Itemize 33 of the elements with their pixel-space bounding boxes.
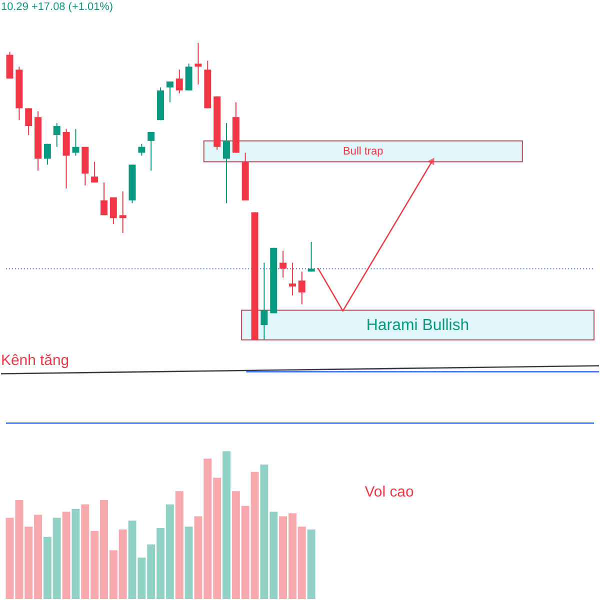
candlestick xyxy=(110,196,117,225)
bar xyxy=(184,526,193,600)
candlestick xyxy=(91,161,98,183)
candlestick xyxy=(298,271,306,305)
candlestick xyxy=(194,42,202,85)
candlestick xyxy=(176,69,183,94)
candlestick xyxy=(280,250,287,278)
candlestick xyxy=(185,63,192,91)
band-label: Harami Bullish xyxy=(366,317,470,334)
candlestick xyxy=(6,51,14,80)
candlestick xyxy=(166,80,174,103)
bar xyxy=(72,508,80,600)
candlestick xyxy=(288,262,296,296)
candlestick xyxy=(100,182,108,216)
text: Kênh tăng xyxy=(0,352,70,369)
text: Vol cao xyxy=(364,483,414,500)
candlestick xyxy=(308,241,315,272)
candlestick xyxy=(148,131,155,172)
candlestick xyxy=(53,122,60,148)
candlestick xyxy=(119,190,126,234)
candlestick xyxy=(138,143,146,156)
bar xyxy=(175,491,184,600)
bar xyxy=(307,530,316,600)
text: 10.29 +17.08 (+1.01%) xyxy=(0,0,114,13)
candlestick xyxy=(223,122,230,204)
candlestick xyxy=(260,262,268,340)
bar xyxy=(62,512,70,600)
band-label: Bull trap xyxy=(343,145,384,158)
bar xyxy=(222,451,230,600)
candlestick xyxy=(72,128,80,156)
candlestick xyxy=(25,108,32,136)
candlestick xyxy=(44,143,51,166)
candlestick xyxy=(62,128,70,189)
